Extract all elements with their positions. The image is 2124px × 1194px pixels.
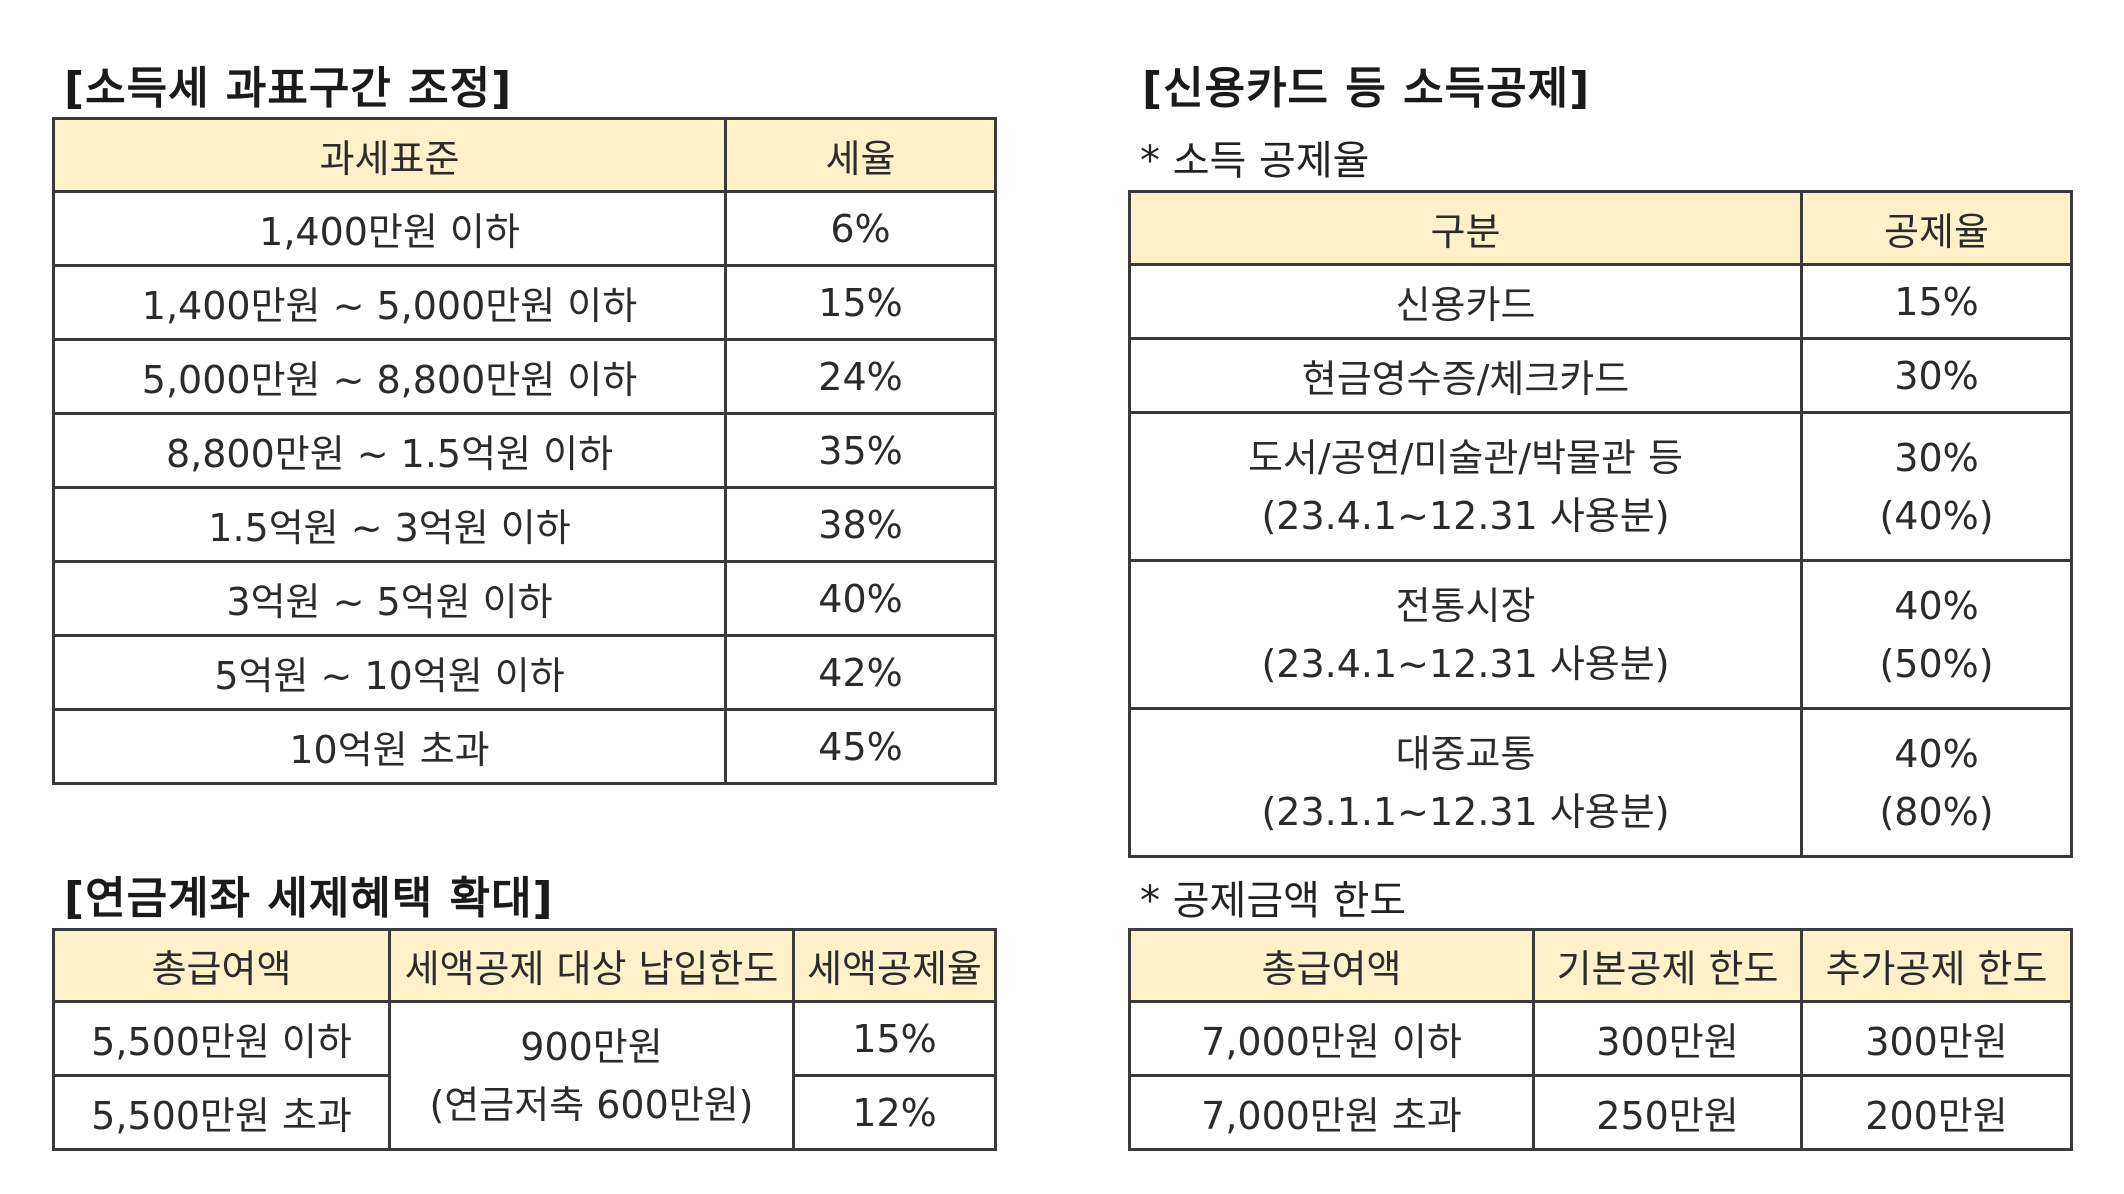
deduction-rate-cell: 12%	[792, 1074, 997, 1151]
deduction-rate-cell: 15%	[792, 1000, 997, 1077]
payment-limit-cell: 900만원 (연금저축 600만원)	[388, 1000, 795, 1151]
table-row: 5,000만원 ~ 8,800만원 이하 24%	[52, 338, 997, 415]
table-header-row: 총급여액 기본공제 한도 추가공제 한도	[1128, 928, 2073, 1003]
category-label: 대중교통	[1395, 731, 1536, 776]
header-category: 구분	[1128, 190, 1803, 266]
rate-note: (40%)	[1879, 493, 1994, 538]
tax-base-cell: 10억원 초과	[52, 708, 727, 785]
additional-limit-cell: 300만원	[1800, 1000, 2073, 1077]
tax-rate-cell: 45%	[724, 708, 997, 785]
table-header-row: 과세표준 세율	[52, 117, 997, 193]
rate-note: (50%)	[1879, 641, 1994, 686]
table-row: 5억원 ~ 10억원 이하 42%	[52, 634, 997, 711]
tax-base-cell: 1.5억원 ~ 3억원 이하	[52, 486, 727, 563]
tax-base-cell: 3억원 ~ 5억원 이하	[52, 560, 727, 637]
credit-card-title: [신용카드 등 소득공제]	[1142, 63, 1591, 114]
rate-value: 30%	[1894, 435, 1979, 480]
table-row: 신용카드 15%	[1128, 263, 2073, 340]
pension-table: 총급여액 세액공제 대상 납입한도 세액공제율 5,500만원 이하 900만원…	[52, 928, 997, 1151]
category-label: 전통시장	[1395, 583, 1536, 628]
tax-rate-cell: 38%	[724, 486, 997, 563]
table-row: 7,000만원 초과 250만원 200만원	[1128, 1074, 2073, 1151]
rate-value: 40%	[1894, 731, 1979, 776]
salary-cell: 5,500만원 초과	[52, 1074, 391, 1151]
deduction-limit-table: 총급여액 기본공제 한도 추가공제 한도 7,000만원 이하 300만원 30…	[1128, 928, 2073, 1151]
header-tax-rate: 세율	[724, 117, 997, 193]
table-row: 1.5억원 ~ 3억원 이하 38%	[52, 486, 997, 563]
table-row: 5,500만원 이하 900만원 (연금저축 600만원) 15%	[52, 1000, 997, 1151]
table-header-row: 구분 공제율	[1128, 190, 2073, 266]
pension-title: [연금계좌 세제혜택 확대]	[64, 873, 554, 924]
category-period-note: (23.1.1~12.31 사용분)	[1261, 789, 1670, 834]
tax-rate-cell: 35%	[724, 412, 997, 489]
category-cell: 대중교통 (23.1.1~12.31 사용분)	[1128, 707, 1803, 858]
table-row: 7,000만원 이하 300만원 300만원	[1128, 1000, 2073, 1077]
category-cell: 신용카드	[1128, 263, 1803, 340]
category-period-note: (23.4.1~12.31 사용분)	[1261, 493, 1670, 538]
payment-limit-note: (연금저축 600만원)	[429, 1082, 754, 1127]
tax-rate-cell: 42%	[724, 634, 997, 711]
rate-note: (80%)	[1879, 789, 1994, 834]
tax-rate-cell: 6%	[724, 190, 997, 267]
header-total-salary: 총급여액	[1128, 928, 1535, 1003]
table-row: 전통시장 (23.4.1~12.31 사용분) 40% (50%)	[1128, 559, 2073, 710]
salary-cell: 7,000만원 초과	[1128, 1074, 1535, 1151]
tax-rate-cell: 15%	[724, 264, 997, 341]
category-cell: 현금영수증/체크카드	[1128, 337, 1803, 414]
table-row: 대중교통 (23.1.1~12.31 사용분) 40% (80%)	[1128, 707, 2073, 858]
table-row: 도서/공연/미술관/박물관 등 (23.4.1~12.31 사용분) 30% (…	[1128, 411, 2073, 562]
rate-cell: 40% (80%)	[1800, 707, 2073, 858]
table-row: 5,500만원 초과 12%	[52, 1074, 997, 1151]
rate-cell: 30% (40%)	[1800, 411, 2073, 562]
tax-base-cell: 1,400만원 ~ 5,000만원 이하	[52, 264, 727, 341]
deduction-rate-table: 구분 공제율 신용카드 15% 현금영수증/체크카드 30% 도서/공연/미술관…	[1128, 190, 2073, 858]
tax-base-cell: 8,800만원 ~ 1.5억원 이하	[52, 412, 727, 489]
table-row: 8,800만원 ~ 1.5억원 이하 35%	[52, 412, 997, 489]
header-additional-limit: 추가공제 한도	[1800, 928, 2073, 1003]
rate-cell: 30%	[1800, 337, 2073, 414]
salary-cell: 5,500만원 이하	[52, 1000, 391, 1077]
tax-base-cell: 5,000만원 ~ 8,800만원 이하	[52, 338, 727, 415]
category-period-note: (23.4.1~12.31 사용분)	[1261, 641, 1670, 686]
table-row: 3억원 ~ 5억원 이하 40%	[52, 560, 997, 637]
deduction-limit-subtitle: * 공제금액 한도	[1140, 878, 1407, 924]
header-tax-base: 과세표준	[52, 117, 727, 193]
rate-cell: 15%	[1800, 263, 2073, 340]
header-deduction-rate: 공제율	[1800, 190, 2073, 266]
salary-cell: 7,000만원 이하	[1128, 1000, 1535, 1077]
payment-limit-amount: 900만원	[520, 1024, 663, 1069]
header-deduction-limit: 세액공제 대상 납입한도	[388, 928, 795, 1003]
header-deduction-rate: 세액공제율	[792, 928, 997, 1003]
header-total-salary: 총급여액	[52, 928, 391, 1003]
additional-limit-cell: 200만원	[1800, 1074, 2073, 1151]
tax-base-cell: 1,400만원 이하	[52, 190, 727, 267]
basic-limit-cell: 300만원	[1532, 1000, 1803, 1077]
category-cell: 전통시장 (23.4.1~12.31 사용분)	[1128, 559, 1803, 710]
table-row: 10억원 초과 45%	[52, 708, 997, 785]
table-row: 현금영수증/체크카드 30%	[1128, 337, 2073, 414]
income-tax-table: 과세표준 세율 1,400만원 이하 6% 1,400만원 ~ 5,000만원 …	[52, 117, 997, 785]
deduction-rate-subtitle: * 소득 공제율	[1140, 138, 1370, 184]
rate-cell: 40% (50%)	[1800, 559, 2073, 710]
header-basic-limit: 기본공제 한도	[1532, 928, 1803, 1003]
table-row: 1,400만원 이하 6%	[52, 190, 997, 267]
income-tax-title: [소득세 과표구간 조정]	[64, 63, 513, 114]
category-cell: 도서/공연/미술관/박물관 등 (23.4.1~12.31 사용분)	[1128, 411, 1803, 562]
category-label: 도서/공연/미술관/박물관 등	[1247, 435, 1684, 480]
basic-limit-cell: 250만원	[1532, 1074, 1803, 1151]
tax-base-cell: 5억원 ~ 10억원 이하	[52, 634, 727, 711]
table-row: 1,400만원 ~ 5,000만원 이하 15%	[52, 264, 997, 341]
rate-value: 40%	[1894, 583, 1979, 628]
table-header-row: 총급여액 세액공제 대상 납입한도 세액공제율	[52, 928, 997, 1003]
tax-rate-cell: 40%	[724, 560, 997, 637]
tax-rate-cell: 24%	[724, 338, 997, 415]
